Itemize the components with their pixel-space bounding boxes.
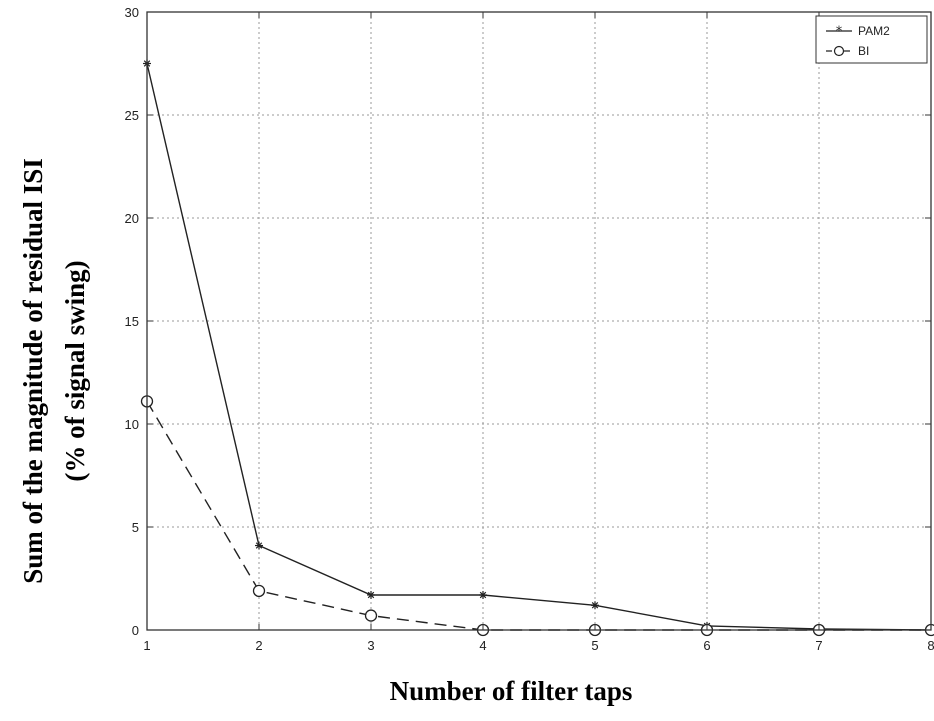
y-tick-label: 5 [132, 520, 139, 535]
legend-label-bi: BI [858, 44, 869, 58]
grid-lines [147, 12, 931, 630]
legend-box [815, 15, 928, 64]
y-tick-label: 25 [125, 108, 139, 123]
x-tick-label: 8 [927, 638, 934, 653]
x-tick-label: 3 [367, 638, 374, 653]
data-point-bi [364, 609, 378, 622]
x-tick-label: 1 [143, 638, 150, 653]
data-point-pam2 [591, 601, 599, 610]
y-tick-label: 20 [125, 211, 139, 226]
x-tick-label: 6 [703, 638, 710, 653]
y-axis-title-line2: (% of signal swing) [60, 260, 90, 481]
y-tick-label: 15 [125, 314, 139, 329]
y-axis-title-line1: Sum of the magnitude of residual ISI [18, 158, 48, 584]
legend-marker-bi [833, 45, 845, 57]
series-line-pam2 [146, 63, 932, 631]
y-tick-label: 10 [125, 417, 139, 432]
data-point-pam2 [255, 541, 263, 550]
axis-ticks: 1 2 3 4 5 6 7 8 0 5 10 15 20 25 30 [125, 5, 934, 653]
x-tick-label: 7 [815, 638, 822, 653]
y-tick-label: 0 [132, 623, 139, 638]
legend-marker-pam2: * [836, 25, 843, 40]
data-point-pam2 [479, 590, 487, 599]
legend: * PAM2 BI [815, 15, 928, 64]
legend-label-pam2: PAM2 [858, 24, 890, 38]
x-axis-title: Number of filter taps [390, 676, 633, 706]
data-point-pam2 [367, 590, 375, 599]
x-tick-label: 4 [479, 638, 486, 653]
x-tick-label: 2 [255, 638, 262, 653]
x-tick-label: 5 [591, 638, 598, 653]
data-point-bi [252, 584, 266, 598]
y-tick-label: 30 [125, 5, 139, 20]
